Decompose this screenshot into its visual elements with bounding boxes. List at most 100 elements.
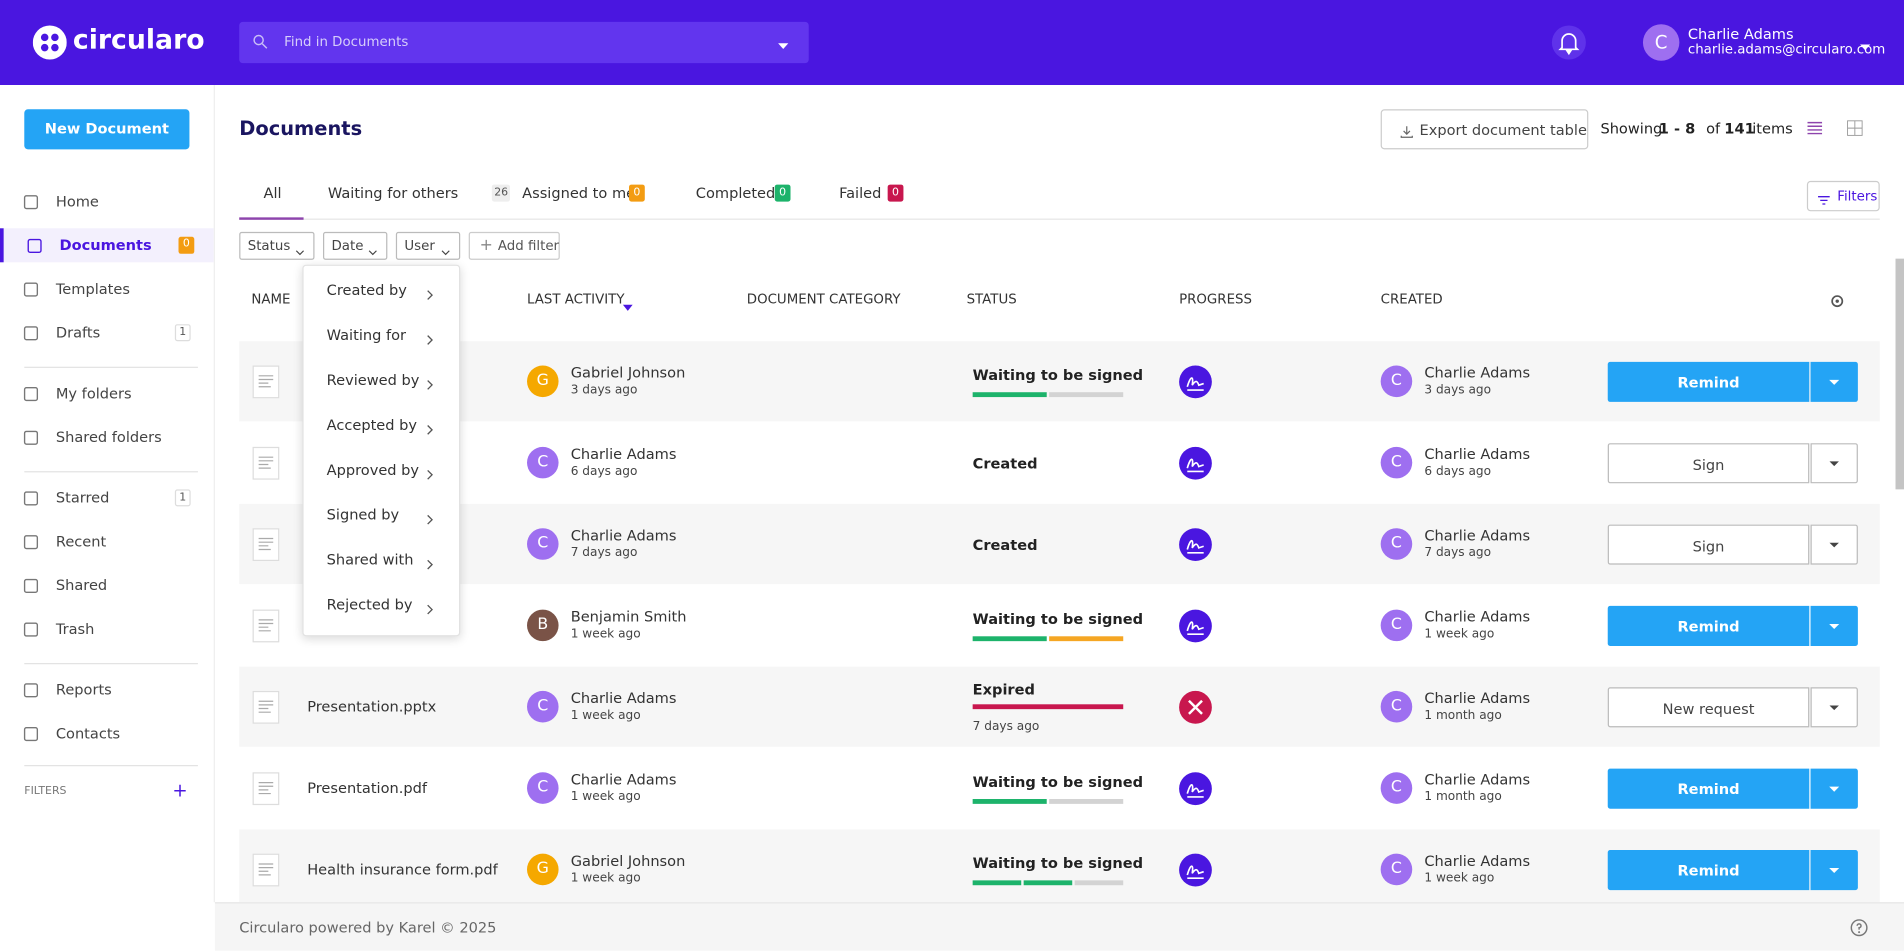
export-button[interactable]: Export document table [1380,109,1589,150]
document-thumbnail [252,853,280,887]
nav-item[interactable]: Shared folders [0,420,214,454]
avatar: C [527,690,559,723]
nav-item[interactable]: Documents 0 [0,228,214,263]
action-button[interactable]: Remind [1607,361,1810,402]
nav-item[interactable]: Starred 1 [0,481,214,515]
action-button[interactable]: Remind [1607,605,1810,647]
progress-segment [972,392,1047,398]
table-row[interactable]: G Gabriel Johnson 3 days ago Waiting to be … [239,341,1880,422]
created-time: 1 week ago [1424,871,1495,886]
nav-item[interactable]: Recent [0,525,214,559]
progress-icon-svg [1186,865,1204,880]
progress-icon [1179,772,1212,806]
dropdown-label: Reviewed by [326,371,420,389]
progress-segment [1049,636,1124,642]
action-button[interactable]: Remind [1607,768,1810,809]
nav-icon-svg [23,430,39,445]
nav-item[interactable]: Templates [0,272,214,306]
nav-item[interactable]: Trash [0,612,214,646]
dropdown-item[interactable]: Reviewed by [304,368,459,395]
nav-item[interactable]: Home [0,185,214,219]
action-button[interactable]: New request [1607,687,1810,728]
document-thumbnail-svg [258,375,274,388]
dropdown-item[interactable]: Rejected by [304,593,459,620]
action-menu[interactable] [1810,443,1858,484]
table-row[interactable]: C Charlie Adams 7 days ago Created C Charlie … [239,503,1880,585]
table-row[interactable]: Health insurance form.pdf G Gabriel Johnso… [239,829,1880,910]
nav-item[interactable]: Reports [0,673,214,707]
add-filter-plus: + [479,236,493,256]
grid-view-toggle-svg [1847,120,1863,136]
progress-icon-svg [1188,699,1203,715]
created-name: Charlie Adams [1424,852,1531,870]
list-view-toggle[interactable] [1806,119,1824,137]
nav-item[interactable]: Contacts [0,716,214,750]
user-name: Charlie Adams [1687,25,1794,43]
nav-icon [22,621,40,639]
filter-chip[interactable]: Status [239,231,315,260]
nav-icon-svg [23,491,39,506]
progress-icon [1179,690,1212,724]
dropdown-item[interactable]: Shared with [304,548,459,575]
logo-icon-svg [32,25,67,60]
avatar: C [1380,853,1413,886]
action-menu[interactable] [1810,687,1858,728]
action-button[interactable]: Sign [1607,524,1810,565]
notifications-button[interactable] [1551,25,1586,60]
action-menu[interactable] [1810,524,1858,565]
created-name: Charlie Adams [1424,527,1531,545]
avatar: C [1380,690,1413,723]
nav-icon [22,193,40,211]
column-header[interactable]: DOCUMENT CATEGORY [746,291,901,308]
action-menu[interactable] [1810,605,1858,647]
nav-icon-svg [23,726,39,742]
user-menu-caret[interactable] [1858,36,1873,51]
progress-icon [1179,853,1212,887]
dropdown-item[interactable]: Accepted by [304,413,459,440]
action-menu[interactable] [1810,361,1858,402]
avatar: G [527,853,559,886]
nav-icon [22,577,40,595]
tab-label: Waiting for others [327,184,459,202]
grid-view-toggle[interactable] [1846,119,1864,137]
filter-chip[interactable]: User [395,231,461,260]
status: Waiting to be signed [972,610,1144,628]
add-filter-button[interactable]: Add filter + [468,231,560,260]
action-menu[interactable] [1810,850,1858,891]
action-button[interactable]: Sign [1607,443,1810,484]
dropdown-label: Waiting for [326,326,407,344]
avatar: C [1380,772,1413,804]
showing: Showing 1 - 8 of 141 items [1600,121,1792,138]
help-button[interactable] [1849,918,1868,937]
action-menu-svg [1829,705,1839,711]
column-header[interactable]: CREATED [1380,291,1443,308]
dropdown-item[interactable]: Approved by [304,458,459,485]
activity-name: Gabriel Johnson [570,364,686,382]
dropdown-item[interactable]: Waiting for [304,323,459,350]
nav-icon-svg [27,238,42,253]
nav-item[interactable]: Drafts 1 [0,316,214,350]
column-header: STATUS [966,291,1017,308]
filter-chip[interactable]: Date [323,231,388,260]
add-filter-plus[interactable]: + [172,779,188,802]
nav-icon [22,281,40,299]
new-document-button[interactable]: New Document [24,109,190,150]
table-row[interactable]: Presentation.pdf C Charlie Adams 1 week ago… [239,748,1880,829]
column-header[interactable]: NAME [251,291,291,308]
nav-item[interactable]: My folders [0,376,214,410]
action-menu[interactable] [1810,768,1858,809]
table-settings[interactable] [1829,291,1846,308]
table-row[interactable]: Presentation.pptx C Charlie Adams 1 week ag… [239,666,1880,747]
status: Waiting to be signed [972,854,1144,872]
nav-icon-svg [23,535,39,550]
table-row[interactable]: B Benjamin Smith 1 week ago Waiting to be s… [239,585,1880,666]
column-header[interactable]: LAST ACTIVITY [527,291,625,308]
table-row[interactable]: C Charlie Adams 6 days ago Created C Charlie … [239,422,1880,503]
dropdown-item[interactable]: Signed by [304,503,459,530]
nav-item[interactable]: Shared [0,568,214,602]
action-button[interactable]: Remind [1607,850,1810,891]
dropdown-item[interactable]: Created by [304,278,459,305]
filters-button[interactable]: Filters [1806,180,1880,212]
separator [24,471,198,473]
search-box[interactable]: Find in Documents [239,21,809,64]
